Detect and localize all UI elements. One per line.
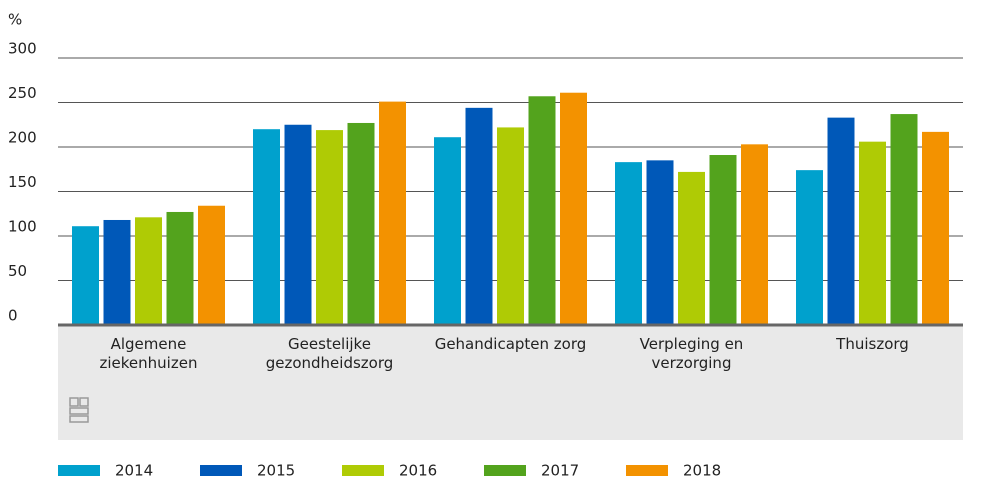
- bar: [859, 141, 886, 325]
- legend-label: 2017: [541, 462, 579, 480]
- legend-label: 2014: [115, 462, 153, 480]
- x-tick-label: Gehandicapten zorg: [434, 335, 587, 353]
- legend-swatch: [342, 465, 384, 476]
- bar: [827, 117, 855, 325]
- legend-label: 2015: [257, 462, 295, 480]
- bar: [560, 92, 587, 326]
- bar: [166, 211, 194, 325]
- bar: [709, 155, 737, 325]
- y-tick-label: 250: [8, 84, 37, 102]
- bar: [198, 205, 225, 325]
- legend-swatch: [484, 465, 526, 476]
- bar: [103, 219, 131, 325]
- bar: [922, 131, 949, 325]
- bar: [615, 162, 642, 325]
- y-tick-label: 150: [8, 173, 37, 191]
- category-band: [58, 325, 963, 440]
- y-tick-label: 100: [8, 218, 37, 236]
- y-axis-label: %: [8, 11, 22, 29]
- legend-swatch: [626, 465, 668, 476]
- legend-label: 2018: [683, 462, 721, 480]
- bar: [135, 217, 162, 325]
- bar: [316, 130, 343, 325]
- x-tick-label: Algemene ziekenhuizen: [99, 335, 198, 372]
- x-tick-label: Verpleging en verzorging: [639, 335, 744, 372]
- x-tick-label: Thuiszorg: [836, 335, 909, 353]
- bar: [379, 101, 406, 325]
- y-tick-label: 0: [8, 307, 18, 325]
- bar: [434, 137, 461, 325]
- bar: [528, 96, 556, 326]
- bar: [646, 160, 674, 325]
- bar: [465, 107, 493, 325]
- bar: [497, 127, 524, 325]
- logo: [69, 397, 89, 423]
- bar: [284, 124, 312, 325]
- legend-label: 2016: [399, 462, 437, 480]
- y-tick-label: 50: [8, 262, 27, 280]
- bar: [678, 171, 705, 325]
- y-tick-label: 300: [8, 40, 37, 58]
- x-tick-label: Geestelijke gezondheidszorg: [265, 335, 394, 372]
- y-tick-label: 200: [8, 129, 37, 147]
- legend-swatch: [58, 465, 100, 476]
- bar: [72, 226, 99, 325]
- bar: [741, 144, 768, 325]
- bar: [796, 170, 823, 325]
- bar: [253, 129, 280, 325]
- bar: [890, 114, 918, 325]
- legend-swatch: [200, 465, 242, 476]
- bar: [347, 122, 375, 325]
